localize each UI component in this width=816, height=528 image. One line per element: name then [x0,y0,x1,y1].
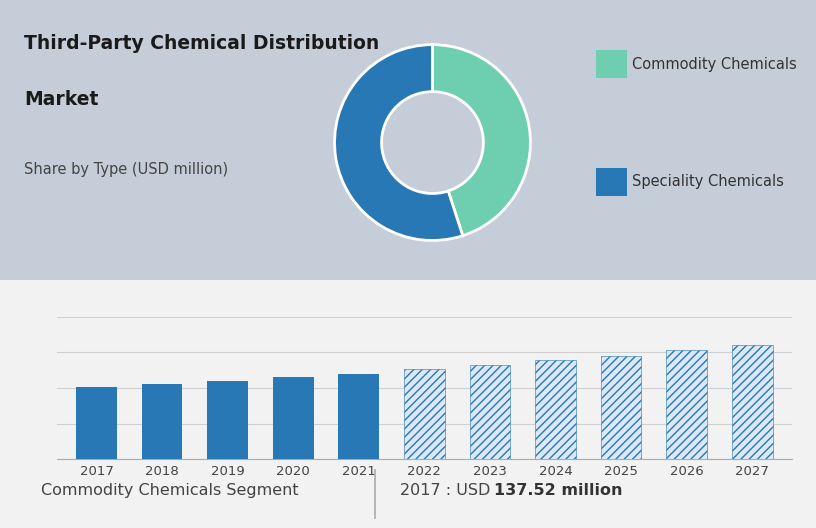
Bar [142,384,182,459]
Bar [732,345,773,459]
Bar [339,374,379,459]
Bar [76,386,117,459]
Text: Commodity Chemicals: Commodity Chemicals [632,57,797,72]
Text: 2017 : USD: 2017 : USD [400,483,495,498]
Bar [273,378,313,459]
Text: Market: Market [24,90,99,109]
Text: Share by Type (USD million): Share by Type (USD million) [24,162,228,177]
Bar [596,168,627,196]
Text: Commodity Chemicals Segment: Commodity Chemicals Segment [41,483,299,498]
Bar [469,365,510,459]
Bar [596,50,627,78]
Bar [601,356,641,459]
Bar [207,381,248,459]
Bar [404,370,445,459]
Text: Third-Party Chemical Distribution: Third-Party Chemical Distribution [24,34,379,53]
Wedge shape [335,45,463,240]
Text: Speciality Chemicals: Speciality Chemicals [632,174,784,190]
Wedge shape [432,45,530,235]
Bar [535,361,576,459]
Text: 137.52 million: 137.52 million [494,483,622,498]
Bar [667,351,707,459]
